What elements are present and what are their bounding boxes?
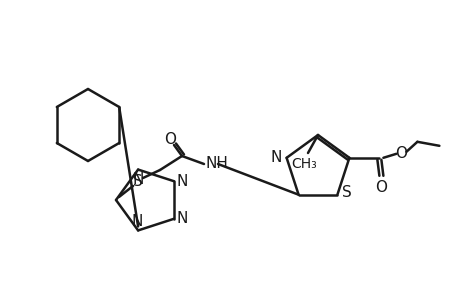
Text: O: O [395,146,407,161]
Text: O: O [375,180,386,195]
Text: N: N [177,174,188,189]
Text: N: N [131,214,142,230]
Text: N: N [269,150,281,165]
Text: CH₃: CH₃ [291,157,316,171]
Text: NH: NH [206,157,229,172]
Text: S: S [341,185,352,200]
Text: N: N [177,211,188,226]
Text: N: N [132,172,144,187]
Text: O: O [164,133,176,148]
Text: S: S [133,175,143,190]
